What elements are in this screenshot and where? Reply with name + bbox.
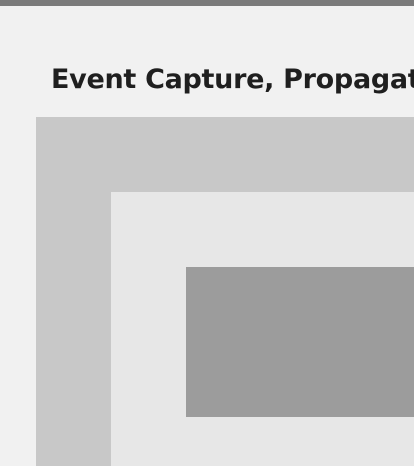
outer-box[interactable] (36, 117, 414, 466)
browser-top-bar (0, 0, 414, 6)
page-title: Event Capture, Propagation (51, 64, 414, 95)
middle-box[interactable] (111, 192, 414, 466)
page-content: Event Capture, Propagation (0, 6, 414, 466)
inner-box[interactable] (186, 267, 414, 417)
